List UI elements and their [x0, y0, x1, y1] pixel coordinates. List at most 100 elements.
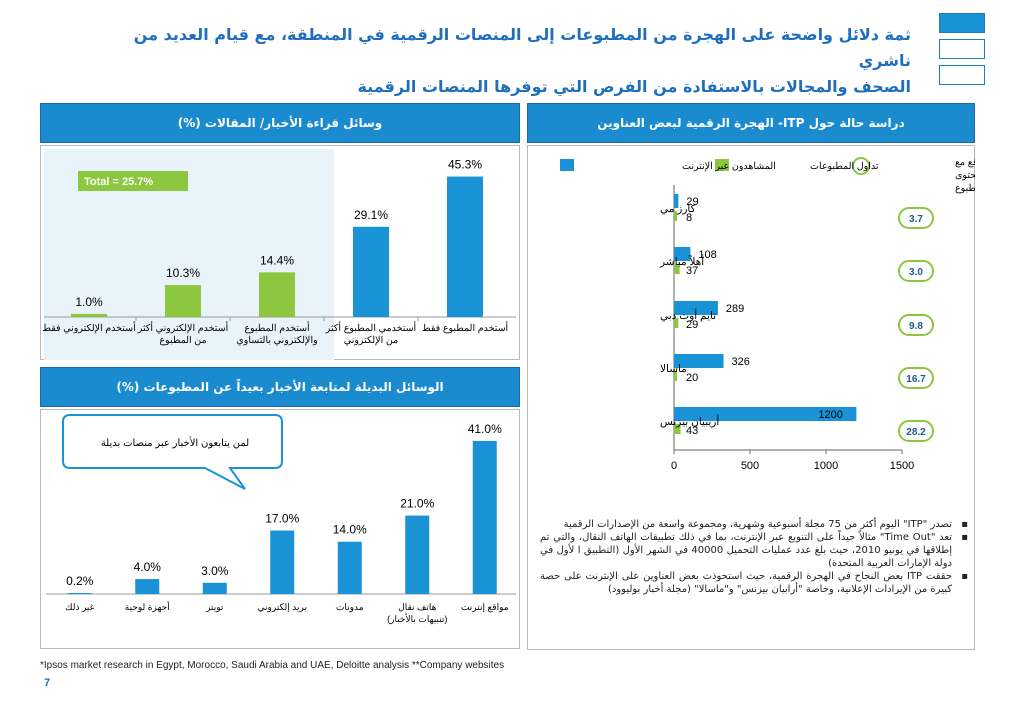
- x-tick-label: 1500: [890, 460, 914, 472]
- x-tick-label: غير ذلك: [65, 602, 95, 613]
- ratio-legend-label: المطبوع: [955, 183, 975, 194]
- data-label: 14.0%: [333, 523, 367, 537]
- bar-print: [674, 371, 678, 381]
- bar: [135, 579, 160, 594]
- x-tick-label: تويتر: [205, 602, 224, 613]
- itp-note: حققت ITP بعض النجاح في الهجرة الرقمية، ح…: [540, 570, 968, 596]
- x-tick-label: من المطبوع: [159, 335, 206, 346]
- x-tick-label: (تنبيهات بالأخبار): [387, 613, 447, 625]
- itp-notes-list: تصدر "ITP" اليوم أكثر من 75 مجلة أسبوعية…: [540, 518, 968, 596]
- bar: [165, 285, 201, 317]
- itp-digital-migration-chart: المشاهدون عبر الإنترنت تداول المطبوعات نسب…: [560, 157, 975, 472]
- bar: [353, 226, 389, 317]
- data-label: 29.1%: [354, 208, 388, 222]
- print-value-label: 20: [686, 372, 698, 384]
- bar-online: [674, 354, 724, 368]
- itp-note: تعد "Time Out" مثالاً جيداً على التنويع …: [540, 531, 968, 570]
- x-tick-label: أستخدمي المطبوع أكثر: [325, 321, 417, 334]
- data-label: 4.0%: [134, 560, 162, 574]
- bar-online: [674, 194, 679, 208]
- data-label: 45.3%: [448, 158, 482, 172]
- total-annotation-box: [78, 171, 188, 191]
- x-tick-label: أستخدم الإلكتروني أكثر: [137, 321, 229, 334]
- x-tick-label: بريد إلكتروني: [258, 602, 307, 613]
- category-label: تايم أوت دبي: [660, 308, 716, 322]
- category-label: كارز مي: [660, 203, 697, 215]
- ratio-badge: [898, 367, 934, 389]
- right-panel-header: دراسة حالة حول ITP- الهجرة الرقمية لبعض …: [527, 103, 975, 143]
- x-tick-label: أستخدم الإلكتروني فقط: [42, 321, 136, 334]
- callout-text: لمن يتابعون الأخبار عبر منصات بديلة: [101, 437, 249, 449]
- itp-note: تصدر "ITP" اليوم أكثر من 75 مجلة أسبوعية…: [540, 518, 968, 531]
- online-value-label: 289: [726, 303, 744, 315]
- title-line-1: ثمة دلائل واضحة على الهجرة من المطبوعات …: [133, 25, 911, 70]
- x-tick-label: مدونات: [336, 602, 364, 613]
- x-tick-label: أستخدم المطبوع فقط: [422, 321, 509, 334]
- x-tick-label: أستخدم المطبوع: [244, 321, 310, 334]
- page-title: ثمة دلائل واضحة على الهجرة من المطبوعات …: [111, 22, 911, 100]
- page-number: 7: [44, 677, 51, 689]
- bottom-left-panel-header: الوسائل البديلة لمتابعة الأخبار بعيداً ع…: [40, 367, 520, 407]
- data-label: 1.0%: [75, 295, 103, 309]
- category-label: ماسالا: [660, 363, 687, 375]
- x-tick-label: 1000: [814, 460, 838, 472]
- legend-ratio-circle: [852, 157, 870, 175]
- x-tick-label: مواقع إنترنت: [461, 602, 509, 613]
- x-tick-label: والإلكتروني بالتساوي: [236, 335, 318, 346]
- bar: [447, 176, 483, 317]
- bar: [405, 515, 430, 594]
- print-value-label: 37: [686, 265, 698, 277]
- print-value-label: 43: [686, 425, 698, 437]
- bar: [71, 313, 107, 317]
- online-value-label: 326: [732, 356, 750, 368]
- decor-square-outline-2: [939, 65, 985, 85]
- ratio-legend-label: تداول المحتوى: [955, 170, 975, 181]
- online-value-label: 1200: [818, 409, 842, 421]
- title-line-2: الصحف والمجالات بالاستفادة من الفرص التي…: [357, 77, 911, 96]
- top-left-panel-header: وسائل قراءة الأخبار/ المقالات (%): [40, 103, 520, 143]
- bar: [67, 593, 92, 594]
- legend-label-online: المشاهدون عبر الإنترنت: [682, 161, 776, 172]
- legend-swatch-print: [715, 159, 729, 171]
- bar-print: [674, 211, 677, 221]
- x-tick-label: 500: [741, 460, 759, 472]
- ratio-badge: [898, 260, 934, 282]
- alternative-news-chart: لمن يتابعون الأخبار عبر منصات بديلة 0.2% غ…: [46, 414, 516, 625]
- callout-bubble: [62, 414, 283, 490]
- bar-online: [674, 247, 691, 261]
- right-panel-title: دراسة حالة حول ITP- الهجرة الرقمية لبعض …: [597, 116, 905, 130]
- x-tick-label: أجهزة لوحية: [125, 600, 170, 613]
- bar-print: [674, 318, 679, 328]
- x-tick-label: هاتف نقال: [398, 602, 436, 612]
- bar: [472, 440, 497, 594]
- online-value-label: 29: [686, 196, 698, 208]
- data-label: 10.3%: [166, 266, 200, 280]
- reading-methods-chart: Total = 25.7% 1.0% أستخدم الإلكتروني فقط 10…: [42, 149, 516, 360]
- legend-swatch-online: [560, 159, 574, 171]
- category-label: أهلاً مباشر: [659, 253, 704, 268]
- bar-online: [674, 407, 857, 421]
- ratio-badge: [898, 314, 934, 336]
- data-label: 41.0%: [468, 422, 502, 436]
- x-tick-label: 0: [671, 460, 677, 472]
- bar-print: [674, 424, 681, 434]
- data-label: 3.0%: [201, 564, 229, 578]
- decor-square-outline-1: [939, 39, 985, 59]
- bar: [337, 541, 362, 594]
- data-label: 21.0%: [400, 497, 434, 511]
- ratio-value: 9.8: [909, 321, 923, 332]
- print-value-label: 29: [686, 319, 698, 331]
- data-label: 17.0%: [265, 512, 299, 526]
- online-value-label: 108: [698, 249, 716, 261]
- data-label: 14.4%: [260, 253, 294, 267]
- ratio-badge: [898, 420, 934, 442]
- bottom-left-panel-title: الوسائل البديلة لمتابعة الأخبار بعيداً ع…: [116, 380, 444, 394]
- x-tick-label: من الإلكتروني: [344, 335, 398, 346]
- category-label: أريبيان بيزنس: [660, 414, 719, 428]
- ratio-value: 28.2: [906, 427, 926, 438]
- top-left-panel-title: وسائل قراءة الأخبار/ المقالات (%): [177, 116, 383, 130]
- ratio-value: 16.7: [906, 374, 926, 385]
- data-label: 0.2%: [66, 574, 94, 588]
- bar: [270, 530, 295, 594]
- decor-square-filled: [939, 13, 985, 33]
